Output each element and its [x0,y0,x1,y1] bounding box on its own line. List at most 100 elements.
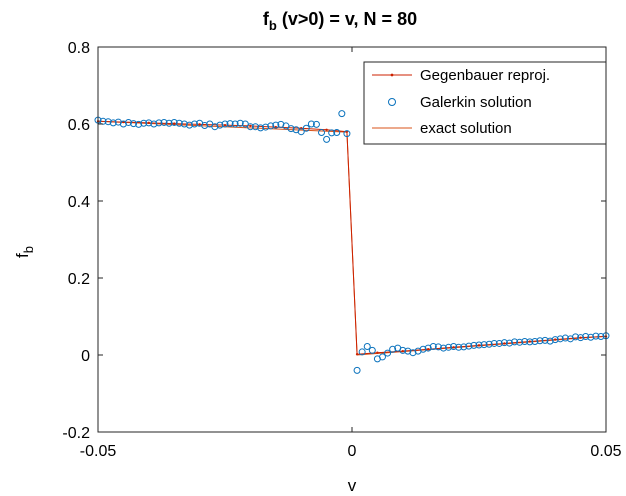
galerkin-point [526,338,534,346]
galerkin-point [302,124,310,132]
title-rest: (v>0) = v, N = 80 [277,9,417,29]
galerkin-point [277,120,285,128]
galerkin-point [307,120,315,128]
y-tick-label: 0.2 [68,271,90,288]
galerkin-point [572,333,580,341]
galerkin-point [231,120,239,128]
galerkin-point [226,120,234,128]
gegenbauer-point [223,123,227,127]
y-label-base: f [13,253,32,258]
gegenbauer-point [503,342,506,345]
galerkin-point [500,339,508,347]
gegenbauer-point [401,349,404,353]
galerkin-point [582,333,590,341]
galerkin-point [419,345,427,353]
title-subscript: b [269,18,277,33]
galerkin-point [399,346,407,354]
gegenbauer-point [554,338,557,341]
galerkin-point [99,117,107,125]
y-tick-label: 0.4 [68,194,90,211]
galerkin-point [561,334,569,342]
galerkin-point [165,119,173,127]
galerkin-point [338,110,346,118]
galerkin-point [246,123,254,131]
galerkin-point [358,348,366,356]
galerkin-point [531,338,539,346]
galerkin-point [318,128,326,136]
galerkin-point [434,343,442,351]
galerkin-point [521,338,529,346]
galerkin-point [546,337,554,345]
galerkin-point [312,120,320,128]
galerkin-point [389,345,397,353]
y-tick-label: 0.6 [68,117,90,134]
galerkin-point [333,128,341,136]
title-base: f [263,9,270,29]
legend-label: Galerkin solution [420,94,532,111]
gegenbauer-point [249,124,252,128]
x-tick-label: -0.05 [80,443,117,460]
galerkin-point [251,123,259,131]
legend-label: exact solution [420,120,512,137]
gegenbauer-point [325,128,328,131]
galerkin-point [221,120,229,128]
galerkin-point [180,120,188,128]
axis-ticks: -0.05 0 0.05 -0.2 0 0.2 0.4 0.6 0.8 [62,40,621,460]
galerkin-point [404,347,412,355]
galerkin-point [592,332,600,340]
galerkin-point [353,366,361,374]
legend-swatch-galerkin [388,98,396,106]
gegenbauer-point [173,122,176,125]
galerkin-point [475,341,483,349]
galerkin-point [495,339,503,347]
gegenbauer-point [579,336,582,339]
galerkin-point [150,120,158,128]
galerkin-point [109,119,117,127]
galerkin-point [191,120,199,128]
galerkin-point [160,118,168,126]
chart-marks [94,110,610,374]
galerkin-point [211,123,219,131]
x-axis-label: v [348,476,357,495]
x-tick-label: 0.05 [590,443,621,460]
galerkin-point [328,129,336,137]
galerkin-point [450,343,458,351]
galerkin-point [480,341,488,349]
galerkin-point [104,118,112,126]
galerkin-point [577,334,585,342]
galerkin-point [424,344,432,352]
galerkin-point [551,336,559,344]
galerkin-point [272,121,280,129]
galerkin-point [409,349,417,357]
gegenbauer-point [452,346,455,349]
galerkin-point [516,338,524,346]
legend: Gegenbauer reproj. Galerkin solution exact… [363,61,607,145]
galerkin-point [460,343,468,351]
gegenbauer-point [355,353,359,356]
galerkin-point [536,337,544,345]
gegenbauer-point [147,121,150,125]
galerkin-point [429,343,437,351]
galerkin-point [439,344,447,352]
galerkin-point [490,339,498,347]
legend-swatch-gegenbauer-dot [390,73,394,77]
y-axis-label: fb [13,246,36,258]
legend-box [363,61,607,145]
galerkin-point [485,340,493,348]
galerkin-point [170,118,178,126]
galerkin-point [587,333,595,341]
galerkin-point [236,119,244,127]
galerkin-point [363,343,371,351]
galerkin-point [135,120,143,128]
chart-title: fb (v>0) = v, N = 80 [263,9,417,33]
y-label-subscript: b [21,246,36,253]
galerkin-point [262,123,270,131]
y-tick-label: 0 [81,348,90,365]
galerkin-point [257,124,265,132]
galerkin-point [130,120,138,128]
galerkin-point [287,125,295,133]
galerkin-point [267,122,275,130]
gegenbauer-point [477,344,481,347]
galerkin-point [384,349,392,357]
